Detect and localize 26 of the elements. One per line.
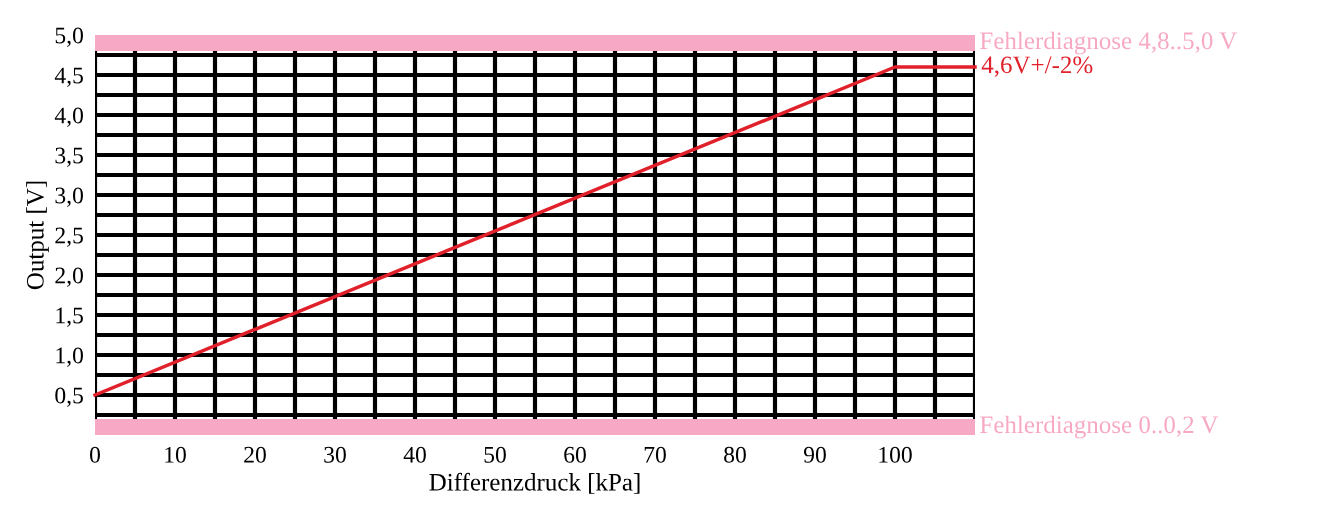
y-tick-label: 4,0 [54,107,83,127]
x-tick-label: 20 [244,446,266,463]
x-tick-label: 0 [90,446,100,463]
x-tick-label: 30 [324,446,346,463]
x-tick-label: 70 [644,446,666,463]
y-tick-label: 2,5 [55,227,83,247]
y-tick-label: 0,5 [55,387,83,407]
y-tick-label: 4,5 [54,67,83,87]
annotation: 4,6V+/-2% [981,56,1093,77]
y-tick-label: 3,0 [55,187,83,207]
x-tick-label: 40 [403,446,426,463]
band-label: Fehlerdiagnose 0..0,2 V [980,415,1219,439]
x-tick-label: 90 [803,446,826,463]
x-tick-label: 50 [484,446,506,463]
band-label: Fehlerdiagnose 4,8..5,0 V [980,31,1237,55]
x-tick-label: 60 [564,446,586,463]
x-axis-title: Differenzdruck [kPa] [429,472,640,494]
y-tick-label: 3,5 [55,147,83,167]
x-tick-label: 80 [724,446,746,463]
x-tick-label: 10 [165,446,186,463]
y-axis-title: Output [V] [26,181,49,290]
y-tick-label: 5,0 [55,27,83,47]
x-tick-label: 100 [879,446,912,463]
y-tick-label: 2,0 [55,267,83,287]
y-tick-label: 1,0 [56,347,83,367]
y-tick-label: 1,5 [56,307,83,327]
